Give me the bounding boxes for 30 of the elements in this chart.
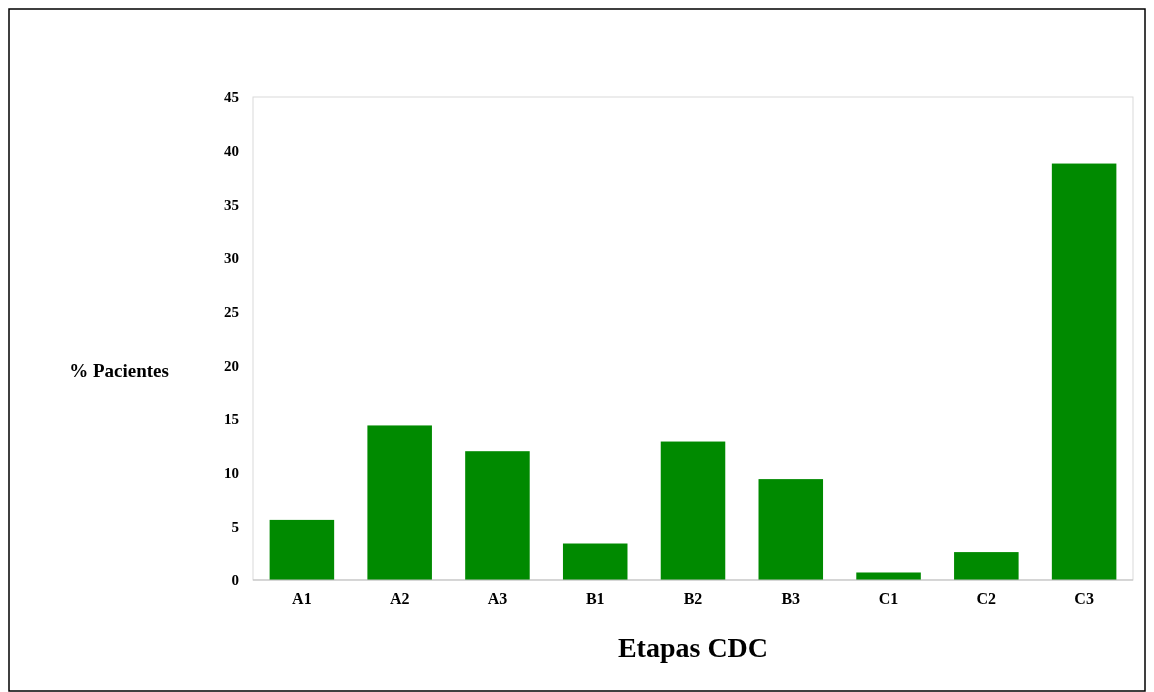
bar xyxy=(954,552,1019,580)
x-tick-label: B3 xyxy=(781,590,801,607)
x-tick-label: A2 xyxy=(389,590,410,607)
x-tick-label: C1 xyxy=(878,590,899,607)
y-tick-label: 45 xyxy=(224,89,239,106)
bar xyxy=(758,479,824,580)
bar xyxy=(1051,163,1117,580)
y-tick-label: 40 xyxy=(224,142,239,159)
y-tick-label: 0 xyxy=(231,572,239,589)
x-axis-title: Etapas CDC xyxy=(617,632,769,663)
bar xyxy=(269,519,335,580)
y-axis-title: % Pacientes xyxy=(69,359,169,381)
bar xyxy=(856,572,921,580)
y-tick-label: 35 xyxy=(224,196,239,213)
x-tick-label: A1 xyxy=(292,590,312,607)
y-tick-label: 10 xyxy=(224,464,239,481)
x-tick-label: B2 xyxy=(683,590,703,607)
bar xyxy=(660,441,726,580)
bar xyxy=(367,425,432,580)
bar xyxy=(562,543,628,580)
x-tick-label: C3 xyxy=(1074,590,1094,607)
y-tick-label: 30 xyxy=(224,250,239,267)
y-tick-label: 15 xyxy=(224,411,239,428)
y-tick-label: 25 xyxy=(224,303,239,320)
bar xyxy=(465,451,530,580)
y-tick-label: 5 xyxy=(231,518,239,535)
y-tick-label: 20 xyxy=(224,357,239,374)
x-tick-label: C2 xyxy=(976,590,997,607)
x-tick-label: A3 xyxy=(487,590,508,607)
x-tick-label: B1 xyxy=(585,590,605,607)
